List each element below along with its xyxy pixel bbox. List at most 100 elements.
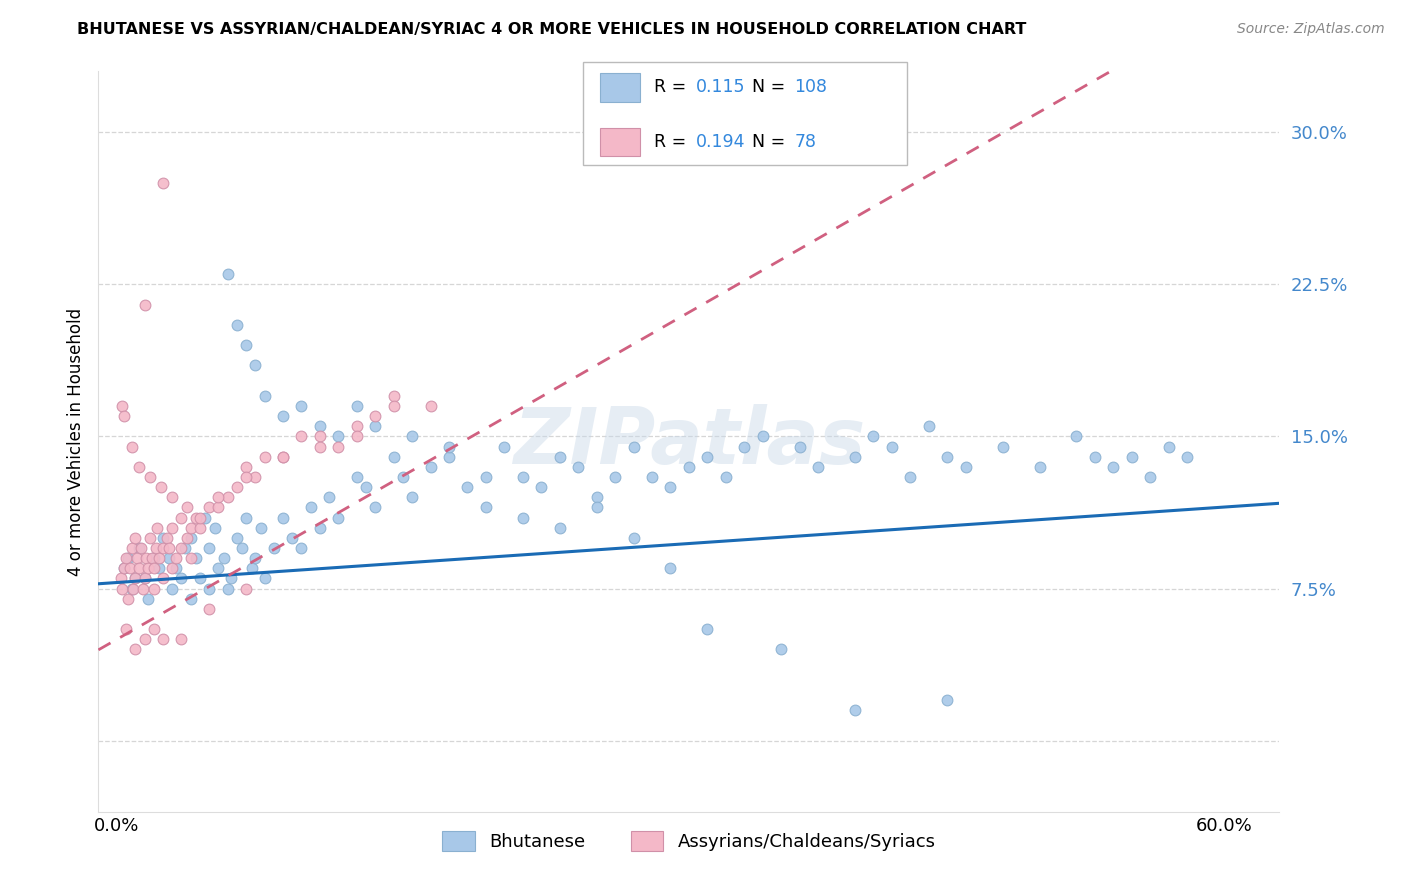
Point [150, 480, 173, 494]
Point [194, 510, 217, 524]
Point [117, 551, 139, 566]
Point [112, 561, 135, 575]
Text: 78: 78 [794, 133, 817, 151]
Point [245, 551, 267, 566]
Point [186, 510, 208, 524]
Point [145, 541, 167, 555]
Legend: Bhutanese, Assyrians/Chaldeans/Syriacs: Bhutanese, Assyrians/Chaldeans/Syriacs [434, 824, 943, 858]
Point [585, 500, 607, 515]
Point [152, 632, 174, 647]
Point [437, 440, 460, 454]
Point [1175, 450, 1198, 464]
Point [900, 470, 922, 484]
Point [225, 318, 247, 332]
Text: R =: R = [654, 133, 692, 151]
Text: ZIPatlas: ZIPatlas [513, 403, 865, 480]
Point [136, 561, 159, 575]
Point [475, 470, 498, 484]
Point [240, 561, 263, 575]
Point [121, 582, 143, 596]
Point [134, 571, 156, 585]
Point [605, 470, 627, 484]
Text: 0.194: 0.194 [696, 133, 745, 151]
Point [678, 459, 700, 474]
Point [231, 541, 253, 555]
Point [318, 491, 340, 505]
Point [111, 582, 134, 596]
Point [134, 571, 156, 585]
Point [290, 541, 312, 555]
Point [162, 582, 183, 596]
Point [548, 521, 571, 535]
Point [188, 521, 211, 535]
Point [1028, 459, 1050, 474]
Point [364, 500, 387, 515]
Point [117, 591, 139, 606]
Point [124, 571, 146, 585]
Point [121, 440, 143, 454]
Point [235, 470, 257, 484]
Point [290, 429, 312, 443]
Point [253, 389, 276, 403]
Point [548, 450, 571, 464]
Point [128, 561, 150, 575]
Point [862, 429, 884, 443]
Y-axis label: 4 or more Vehicles in Household: 4 or more Vehicles in Household [66, 308, 84, 575]
Point [212, 551, 235, 566]
Point [253, 571, 276, 585]
Point [165, 561, 187, 575]
Point [354, 480, 377, 494]
Point [217, 491, 239, 505]
Point [180, 521, 202, 535]
Point [844, 703, 866, 717]
Point [770, 642, 793, 657]
Point [152, 571, 174, 585]
Point [299, 500, 322, 515]
Point [142, 582, 165, 596]
Point [188, 571, 211, 585]
Point [170, 510, 193, 524]
Point [364, 419, 387, 434]
Point [512, 470, 534, 484]
Point [122, 582, 145, 596]
Point [198, 541, 221, 555]
Point [346, 419, 368, 434]
Point [1157, 440, 1180, 454]
Point [225, 531, 247, 545]
Point [146, 521, 169, 535]
Point [148, 561, 170, 575]
Point [309, 419, 332, 434]
Point [198, 582, 221, 596]
Point [110, 571, 132, 585]
Point [127, 551, 149, 566]
Point [207, 500, 229, 515]
Point [142, 622, 165, 636]
Point [271, 450, 294, 464]
Point [714, 470, 737, 484]
Point [290, 399, 312, 413]
Point [585, 491, 607, 505]
Point [659, 480, 682, 494]
Point [176, 500, 198, 515]
Point [309, 429, 332, 443]
Point [263, 541, 285, 555]
Text: Source: ZipAtlas.com: Source: ZipAtlas.com [1237, 22, 1385, 37]
Point [235, 338, 257, 352]
Point [132, 582, 155, 596]
Point [170, 541, 193, 555]
Point [696, 450, 718, 464]
Point [198, 602, 221, 616]
Point [124, 642, 146, 657]
Point [176, 531, 198, 545]
Point [180, 551, 202, 566]
Point [111, 399, 134, 413]
Point [623, 531, 645, 545]
Point [148, 551, 170, 566]
Point [141, 551, 163, 566]
Point [134, 298, 156, 312]
Point [733, 440, 755, 454]
Point [494, 440, 516, 454]
Point [382, 450, 405, 464]
Point [936, 693, 959, 707]
Point [271, 450, 294, 464]
